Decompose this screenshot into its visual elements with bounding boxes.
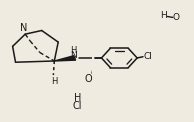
Text: O: O [172,13,179,22]
Text: H: H [74,93,81,103]
Text: O: O [84,74,92,84]
Text: N: N [20,23,27,33]
Text: N: N [70,51,77,60]
Text: H: H [51,77,57,86]
Polygon shape [54,56,76,61]
Text: Cl: Cl [144,52,153,61]
Text: H: H [161,11,167,20]
Text: Cl: Cl [73,101,82,111]
Bar [92,41,157,75]
Text: H: H [71,46,77,55]
